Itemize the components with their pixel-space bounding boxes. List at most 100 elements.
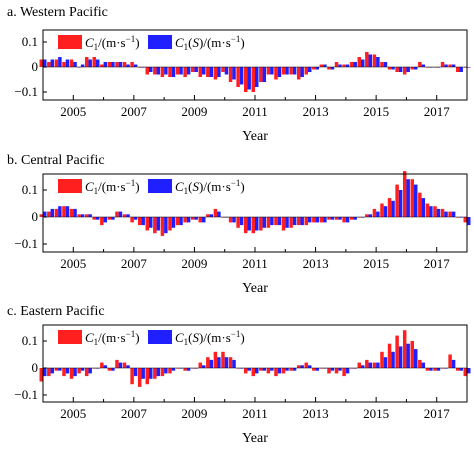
bar	[50, 208, 55, 217]
y-tick-label: 0.1	[22, 182, 38, 197]
bar	[361, 59, 365, 67]
bar	[402, 171, 407, 217]
bar	[448, 354, 452, 368]
bar	[277, 67, 282, 77]
bar	[84, 368, 89, 377]
bar	[224, 67, 229, 75]
bar	[96, 217, 100, 220]
bar	[243, 368, 248, 374]
bar	[160, 67, 165, 77]
bar	[285, 67, 289, 75]
bar	[270, 217, 274, 226]
bar	[133, 64, 138, 67]
bar	[463, 217, 467, 223]
x-tick-label: 2011	[242, 104, 268, 119]
bar	[126, 214, 130, 217]
bar	[312, 368, 316, 371]
bar	[133, 368, 138, 377]
bar	[353, 62, 357, 67]
x-tick-label: 2007	[121, 256, 148, 271]
bar	[383, 62, 388, 67]
panel-title: c. Eastern Pacific	[7, 304, 105, 319]
bar	[141, 67, 145, 68]
bar	[54, 59, 59, 67]
bar	[137, 67, 142, 68]
bar	[171, 217, 176, 228]
bar	[153, 67, 157, 75]
bar	[342, 64, 346, 67]
bar	[376, 211, 380, 217]
series-c1	[39, 171, 467, 236]
bar	[383, 357, 388, 368]
bar	[440, 208, 445, 217]
bar	[251, 217, 255, 234]
bar	[141, 368, 145, 379]
bar	[145, 368, 149, 385]
bar	[58, 368, 62, 371]
bar	[137, 368, 142, 387]
bar	[429, 67, 433, 68]
bar	[448, 64, 452, 67]
bar	[327, 368, 331, 374]
bar	[312, 67, 316, 70]
bar	[183, 217, 187, 223]
bar	[100, 217, 104, 226]
bar	[315, 67, 320, 70]
bar	[421, 64, 426, 67]
bar	[190, 217, 195, 220]
bar	[175, 217, 180, 226]
bar	[436, 208, 441, 217]
bar	[353, 217, 357, 220]
bar	[130, 368, 134, 385]
bar	[107, 217, 112, 220]
bar	[47, 211, 51, 217]
bar	[92, 217, 96, 220]
bar	[164, 368, 168, 374]
bar	[149, 217, 153, 228]
bar	[96, 59, 100, 67]
x-tick-label: 2009	[181, 104, 207, 119]
panel-central-pacific: b. Central Pacific 0.1 0 −0.1 2005 2007 2009 20…	[7, 153, 471, 296]
bar	[296, 67, 301, 80]
bar	[228, 217, 233, 223]
bar	[289, 67, 293, 75]
bar	[213, 67, 218, 80]
bar	[39, 368, 43, 382]
x-tick-label: 2009	[181, 256, 207, 271]
bar	[383, 206, 388, 217]
bar	[342, 217, 346, 223]
x-tick-label: 2007	[121, 406, 148, 421]
legend-label-c1: C1/(m·s−1)	[85, 329, 140, 347]
bar	[232, 359, 236, 368]
bar	[451, 211, 456, 217]
bar	[292, 67, 297, 75]
bar	[103, 62, 108, 67]
bar	[292, 368, 297, 371]
bar	[387, 67, 392, 70]
y-tick-label: 0.1	[22, 34, 38, 49]
bar	[175, 67, 180, 75]
bar	[406, 343, 410, 368]
bar	[103, 365, 108, 368]
panel-western-pacific: a. Western Pacific 0.1 0 −0.1 2005 2007 2009 20…	[7, 5, 471, 144]
series-c1s	[43, 179, 471, 234]
x-tick-label: 2017	[424, 104, 451, 119]
bar	[156, 368, 161, 377]
legend-swatch-c1s	[148, 35, 172, 49]
bar	[221, 67, 225, 72]
bar	[259, 67, 263, 82]
bar	[213, 208, 218, 217]
bar	[133, 217, 138, 220]
bar	[414, 184, 418, 217]
bar	[274, 217, 278, 226]
bar	[84, 214, 89, 217]
bar	[368, 214, 373, 217]
bar	[156, 67, 161, 75]
bar	[107, 62, 112, 67]
bar	[239, 217, 244, 226]
bar	[100, 362, 104, 368]
bar	[418, 192, 422, 217]
bar	[277, 217, 282, 226]
x-tick-label: 2005	[60, 406, 86, 421]
bar	[213, 351, 218, 368]
